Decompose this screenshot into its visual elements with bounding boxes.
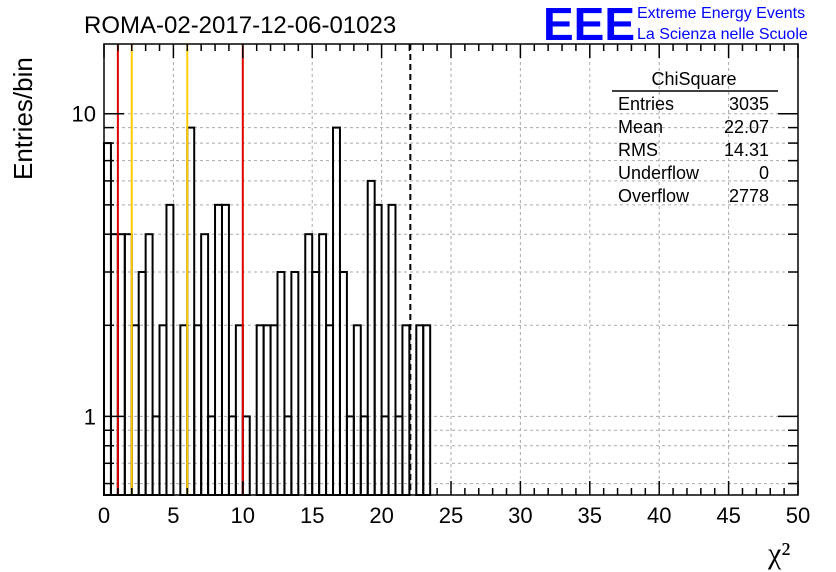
histogram-bar bbox=[103, 142, 112, 497]
histogram-bar bbox=[262, 324, 272, 496]
x-tick-label: 10 bbox=[231, 503, 255, 528]
histogram-bar bbox=[220, 203, 230, 497]
histogram-bar bbox=[130, 324, 140, 496]
histogram-bar bbox=[325, 324, 335, 496]
histogram-bar bbox=[318, 233, 328, 496]
x-tick-label: 35 bbox=[578, 503, 602, 528]
stats-value: 22.07 bbox=[724, 117, 769, 137]
histogram-bar bbox=[165, 203, 175, 497]
x-tick-label: 15 bbox=[300, 503, 324, 528]
histogram-bar bbox=[214, 203, 223, 497]
y-axis-title: Entries/bin bbox=[8, 57, 38, 180]
histogram-bar bbox=[352, 324, 362, 496]
histogram-bar bbox=[401, 324, 411, 496]
stats-value: 14.31 bbox=[724, 140, 769, 160]
stats-label: RMS bbox=[618, 140, 658, 160]
axis-ticks bbox=[103, 44, 799, 495]
x-tick-label: 5 bbox=[167, 503, 179, 528]
histogram-bar bbox=[255, 324, 265, 496]
histogram-bar bbox=[387, 203, 397, 497]
histogram-bar bbox=[373, 203, 383, 497]
stats-box-name: ChiSquare bbox=[651, 69, 736, 89]
histogram-bar bbox=[366, 179, 376, 496]
stats-value: 3035 bbox=[729, 94, 769, 114]
histogram-bar bbox=[304, 233, 314, 496]
stats-value: 2778 bbox=[729, 186, 769, 206]
y-tick-label: 1 bbox=[84, 404, 96, 429]
x-tick-label: 30 bbox=[508, 503, 532, 528]
histogram-bar bbox=[144, 233, 154, 496]
stats-label: Overflow bbox=[618, 186, 690, 206]
histogram-bar bbox=[109, 233, 119, 496]
histogram-bar bbox=[179, 324, 189, 496]
histogram-bar bbox=[193, 324, 203, 496]
histogram-bar bbox=[422, 324, 432, 496]
x-tick-label: 45 bbox=[716, 503, 740, 528]
histogram-bar bbox=[234, 324, 244, 496]
x-tick-label: 20 bbox=[369, 503, 393, 528]
logo-line-2: La Scienza nelle Scuole bbox=[637, 26, 808, 43]
chart-title: ROMA-02-2017-12-06-01023 bbox=[84, 12, 396, 39]
x-tick-labels: 0 5 10 15 20 25 30 35 40 45 50 bbox=[98, 503, 810, 528]
histogram-bar bbox=[186, 126, 196, 497]
stats-rows: Entries 3035 Mean 22.07 RMS 14.31 Underflow 0 Ov… bbox=[618, 94, 769, 206]
x-tick-label: 25 bbox=[439, 503, 463, 528]
histogram-bar bbox=[200, 233, 210, 496]
histogram-bar bbox=[332, 126, 341, 497]
histogram-bar bbox=[137, 271, 147, 496]
histogram-bar bbox=[116, 233, 126, 496]
histogram-bar bbox=[158, 324, 168, 496]
stats-label: Mean bbox=[618, 117, 663, 137]
histogram-bar bbox=[311, 271, 321, 496]
stats-label: Entries bbox=[618, 94, 674, 114]
histogram-bar bbox=[276, 271, 286, 496]
logo-line-1: Extreme Energy Events bbox=[637, 5, 805, 22]
reference-lines bbox=[116, 44, 412, 495]
histogram-bar bbox=[290, 271, 300, 496]
stats-label: Underflow bbox=[618, 163, 700, 183]
x-tick-label: 50 bbox=[786, 503, 810, 528]
logo-text: EEE bbox=[543, 0, 635, 50]
y-tick-label: 10 bbox=[72, 102, 96, 127]
x-tick-label: 0 bbox=[98, 503, 110, 528]
histogram-bar bbox=[415, 324, 425, 496]
histogram-bar bbox=[123, 233, 133, 496]
stats-box: ChiSquare Entries 3035 Mean 22.07 RMS 14.31 Un… bbox=[612, 69, 778, 206]
x-tick-label: 40 bbox=[647, 503, 671, 528]
histogram-bar bbox=[338, 271, 348, 496]
y-tick-labels: 1 10 bbox=[72, 102, 96, 430]
stats-value: 0 bbox=[759, 163, 769, 183]
histogram-bar bbox=[269, 324, 279, 496]
eee-logo: EEE Extreme Energy Events La Scienza nel… bbox=[543, 0, 808, 50]
x-axis-title: χ² bbox=[767, 537, 790, 570]
